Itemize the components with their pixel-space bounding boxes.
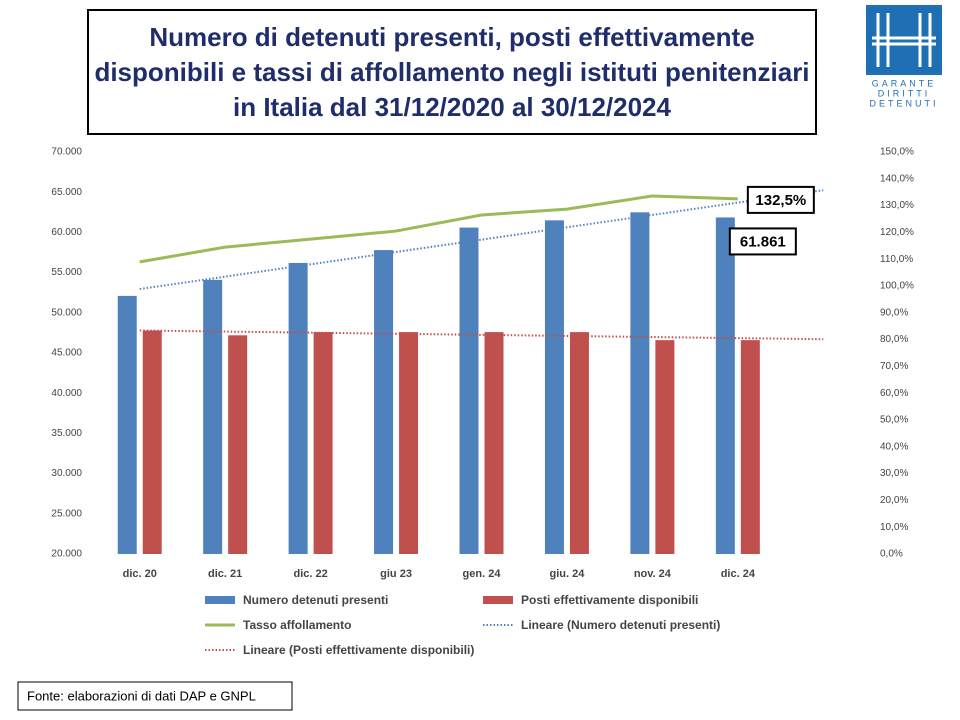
y2-tick-label: 30,0% [880, 468, 908, 479]
bar [655, 340, 675, 554]
legend-swatch [483, 596, 513, 604]
data-label: 61.861 [740, 233, 786, 250]
x-tick-label: giu 23 [380, 568, 412, 580]
y-tick-label: 55.000 [51, 267, 82, 278]
logo-mark [872, 13, 936, 67]
legend-label: Posti effettivamente disponibili [521, 593, 698, 607]
y-tick-label: 45.000 [51, 348, 82, 359]
y-tick-label: 60.000 [51, 227, 82, 238]
bar [117, 295, 137, 554]
legend-label: Numero detenuti presenti [243, 593, 388, 607]
y2-tick-label: 150,0% [880, 147, 914, 158]
legend-label: Lineare (Posti effettivamente disponibil… [243, 643, 474, 657]
y2-tick-label: 110,0% [880, 254, 913, 265]
y2-tick-label: 10,0% [880, 522, 908, 533]
bar [288, 262, 308, 554]
y2-tick-label: 0,0% [880, 549, 903, 560]
bar [374, 250, 394, 554]
chart-title: Numero di detenuti presenti, posti effet… [94, 21, 810, 122]
line [139, 194, 738, 264]
y-tick-label: 50.000 [51, 307, 82, 318]
y2-tick-label: 100,0% [880, 281, 914, 292]
title-wrap: Numero di detenuti presenti, posti effet… [94, 21, 810, 122]
y2-tick-label: 140,0% [880, 173, 914, 184]
y2-tick-label: 50,0% [880, 415, 908, 426]
logo-text: DETENUTI [870, 98, 939, 108]
y-tick-label: 65.000 [51, 187, 82, 198]
bar [142, 330, 162, 554]
x-tick-label: dic. 20 [123, 568, 157, 580]
y2-tick-label: 90,0% [880, 307, 908, 318]
y2-tick-label: 130,0% [880, 200, 914, 211]
bar [715, 217, 735, 554]
x-tick-label: gen. 24 [463, 568, 502, 580]
logo-text: DIRITTI [878, 88, 931, 98]
bar [569, 332, 589, 554]
data-label: 132,5% [755, 192, 806, 209]
bar [740, 340, 760, 554]
bar [484, 332, 504, 554]
source: Fonte: elaborazioni di dati DAP e GNPL [27, 688, 256, 703]
bar [459, 227, 479, 555]
label-box [728, 227, 797, 256]
label-box [746, 185, 815, 214]
y2-tick-label: 40,0% [880, 441, 908, 452]
legend-swatch [205, 596, 235, 604]
y2-tick-label: 70,0% [880, 361, 908, 372]
y2-tick-label: 60,0% [880, 388, 908, 399]
y-tick-label: 35.000 [51, 428, 82, 439]
legend-label: Tasso affollamento [243, 618, 351, 632]
bar [630, 212, 650, 555]
logo: GARANTE DIRITTI DETENUTI [866, 5, 942, 108]
bar [399, 332, 419, 554]
bar [313, 332, 333, 554]
y2-tick-label: 120,0% [880, 227, 914, 238]
y2-tick-label: 80,0% [880, 334, 908, 345]
x-tick-label: dic. 22 [293, 568, 327, 580]
y-tick-label: 70.000 [51, 147, 82, 158]
y-tick-label: 30.000 [51, 468, 82, 479]
x-tick-label: nov. 24 [634, 568, 672, 580]
x-tick-label: dic. 24 [721, 568, 756, 580]
x-tick-label: giu. 24 [550, 568, 586, 580]
legend-label: Lineare (Numero detenuti presenti) [521, 618, 720, 632]
bar [203, 279, 223, 554]
title-box [87, 9, 817, 135]
y-tick-label: 25.000 [51, 508, 82, 519]
y-tick-label: 40.000 [51, 388, 82, 399]
logo-text: GARANTE [872, 78, 937, 88]
x-tick-label: dic. 21 [208, 568, 242, 580]
source-box [17, 681, 293, 711]
bar [544, 220, 564, 554]
y2-tick-label: 20,0% [880, 495, 908, 506]
y-tick-label: 20.000 [51, 549, 82, 560]
bar [228, 335, 248, 554]
